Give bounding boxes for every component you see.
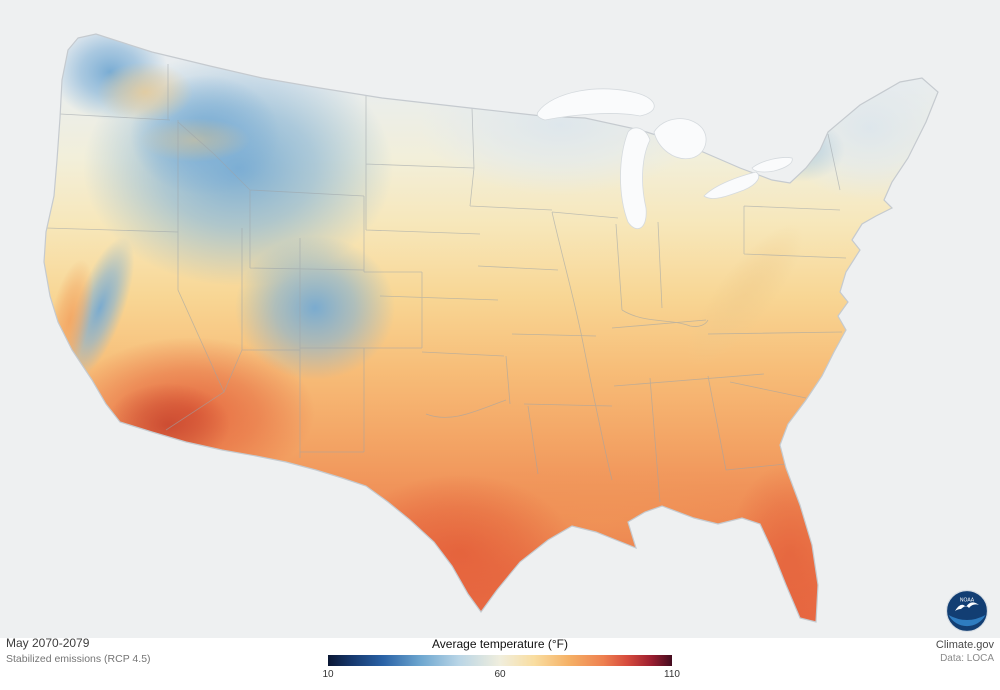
us-outline xyxy=(43,33,939,623)
legend-tick-mid: 60 xyxy=(494,669,506,680)
lake-ontario xyxy=(751,157,793,173)
temperature-legend: Average temperature (°F) 10 60 110 xyxy=(322,637,680,683)
map-caption: May 2070-2079 Stabilized emissions (RCP … xyxy=(6,636,151,666)
climate-gov-credit: Climate.gov xyxy=(935,639,994,651)
map-period-label: May 2070-2079 xyxy=(6,636,90,650)
noaa-emblem-icon: NOAA xyxy=(945,589,989,633)
great-lakes xyxy=(536,88,793,230)
lake-huron xyxy=(653,118,707,160)
noaa-logo: NOAA xyxy=(945,589,989,633)
data-source-credit: Data: LOCA xyxy=(940,653,994,665)
lake-erie xyxy=(703,171,760,199)
legend-colorbar xyxy=(328,655,672,666)
legend-title: Average temperature (°F) xyxy=(432,637,568,651)
legend-ticks: 10 60 110 xyxy=(322,669,680,683)
noaa-text: NOAA xyxy=(960,598,975,604)
state-borders xyxy=(45,64,847,503)
lake-superior xyxy=(536,88,655,121)
legend-tick-min: 10 xyxy=(322,669,334,680)
map-scenario-label: Stabilized emissions (RCP 4.5) xyxy=(6,653,151,665)
credits: Climate.gov Data: LOCA xyxy=(936,638,994,665)
lake-michigan xyxy=(620,127,651,230)
legend-tick-max: 110 xyxy=(664,669,680,680)
